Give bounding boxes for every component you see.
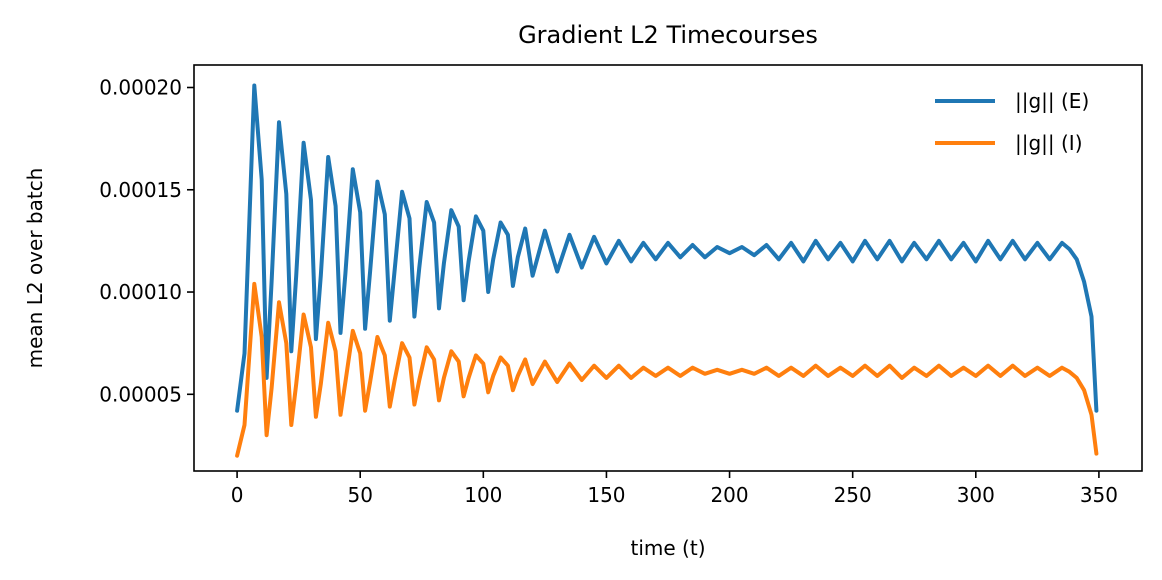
y-tick-label: 0.00005 [99, 382, 182, 406]
x-tick-label: 250 [834, 483, 872, 507]
x-tick-label: 0 [231, 483, 244, 507]
y-axis-label: mean L2 over batch [23, 168, 47, 369]
legend: ||g|| (E) ||g|| (I) [935, 89, 1089, 155]
y-axis-ticks: 0.00005 0.00010 0.00015 0.00020 [99, 75, 194, 406]
x-tick-label: 350 [1080, 483, 1118, 507]
x-tick-label: 200 [710, 483, 748, 507]
x-tick-label: 300 [957, 483, 995, 507]
plot-frame [193, 64, 1143, 472]
legend-label-1: ||g|| (I) [1015, 131, 1083, 155]
x-axis-ticks: 0 50 100 150 200 250 300 350 [231, 471, 1118, 507]
series-line-1 [235, 281, 1099, 458]
x-tick-label: 150 [587, 483, 625, 507]
plot-series [235, 83, 1099, 458]
x-tick-label: 50 [347, 483, 372, 507]
y-tick-label: 0.00010 [99, 280, 182, 304]
legend-label-0: ||g|| (E) [1015, 89, 1089, 113]
x-tick-label: 100 [464, 483, 502, 507]
chart-title: Gradient L2 Timecourses [518, 21, 818, 49]
y-tick-label: 0.00015 [99, 178, 182, 202]
x-axis-label: time (t) [631, 536, 706, 560]
y-tick-label: 0.00020 [99, 75, 182, 99]
series-line-0 [235, 83, 1099, 413]
